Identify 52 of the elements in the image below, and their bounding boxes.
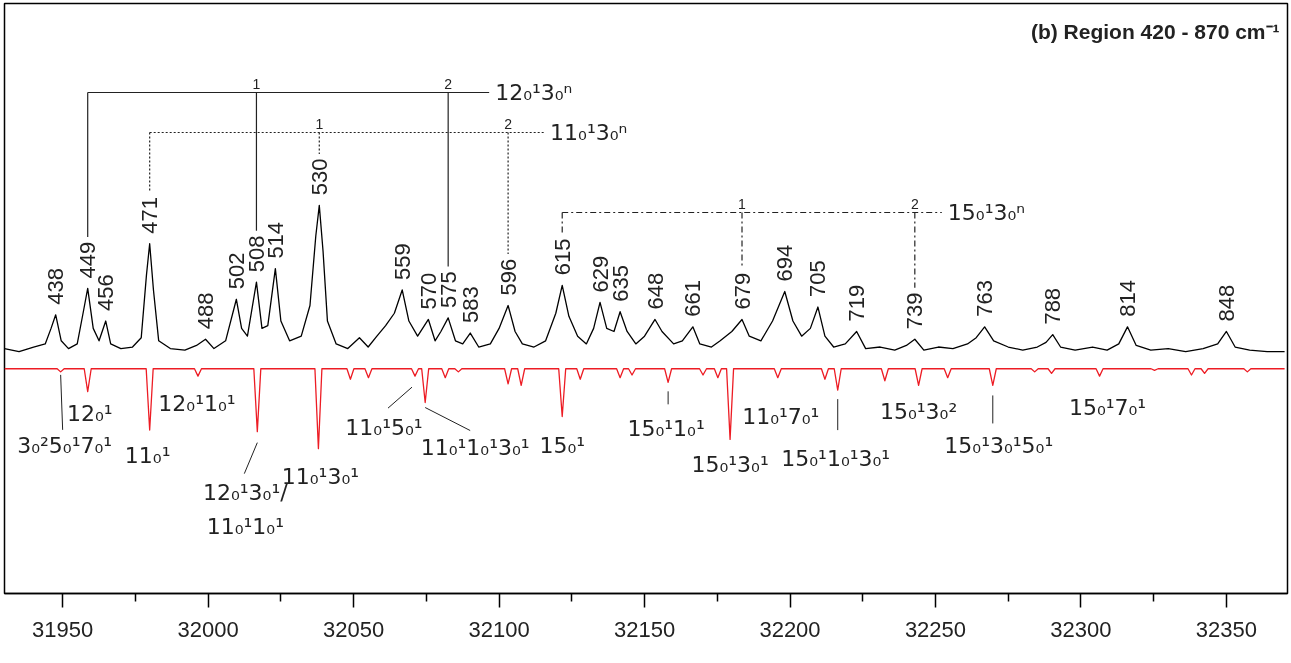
text: 2 [504, 115, 513, 132]
annotation: 15₀¹1₀¹ [627, 415, 705, 441]
annotation: 559 [389, 243, 415, 280]
annotation: 15₀¹3₀¹ [691, 451, 769, 477]
annotation: 15₀¹3₀ⁿ [947, 200, 1026, 225]
x-tick-label: 32250 [904, 616, 967, 642]
x-tick-label: 32050 [323, 616, 385, 642]
annotation: 11₀¹7₀¹ [742, 404, 820, 430]
annotation: 1 [738, 195, 747, 212]
chart-title: (b) Region 420 - 870 cm⁻¹ [1030, 20, 1280, 43]
x-tick-label: 32350 [1195, 616, 1257, 642]
annotation: 438 [43, 268, 69, 305]
x-tick-label: 32200 [759, 616, 821, 642]
annotation: 705 [805, 260, 831, 298]
annotation: 488 [193, 292, 219, 330]
annotation: 814 [1114, 280, 1140, 317]
annotation: 2 [910, 195, 919, 212]
text: 2 [444, 75, 453, 92]
annotation: 12₀¹1₀¹ [158, 390, 236, 416]
annotation: 15₀¹7₀¹ [1068, 394, 1147, 420]
x-tick-label: 32100 [468, 616, 530, 642]
text: 1 [315, 115, 324, 132]
annotation: 679 [729, 272, 755, 310]
annotation: 739 [902, 292, 928, 330]
annotation: 11₀¹1₀¹3₀¹ [420, 435, 530, 461]
annotation: 615 [549, 238, 575, 276]
x-tick-label: 32150 [613, 616, 676, 642]
annotation: 648 [642, 272, 668, 310]
x-tick-label: 32000 [177, 616, 239, 642]
annotation: 15₀¹3₀² [879, 398, 958, 424]
annotation: 596 [495, 258, 521, 296]
annotation: 661 [680, 280, 706, 317]
annotation: 11₀¹ [124, 442, 171, 468]
annotation: 471 [137, 197, 163, 234]
annotation: 530 [306, 158, 332, 196]
annotation: 788 [1040, 287, 1066, 325]
annotation: 848 [1213, 284, 1239, 322]
annotation: 15₀¹3₀¹5₀¹ [944, 432, 1054, 458]
text: 1 [252, 75, 261, 92]
annotation: 456 [93, 274, 119, 312]
text: 11₀¹3₀ⁿ [550, 120, 628, 145]
text: 12₀¹3₀ⁿ [495, 80, 573, 105]
annotation: 15₀¹1₀¹3₀¹ [781, 445, 891, 471]
annotation: 719 [844, 284, 870, 322]
annotation: 11₀¹5₀¹ [345, 414, 423, 440]
annotation: 763 [972, 280, 998, 317]
annotation: 15₀¹ [539, 433, 586, 458]
annotation: 12₀¹ [66, 401, 113, 427]
x-tick-label: 32300 [1050, 616, 1112, 642]
x-tick-label: 31950 [32, 616, 94, 642]
annotation: 694 [772, 244, 798, 282]
annotation: 3₀²5₀¹7₀¹ [17, 433, 113, 459]
